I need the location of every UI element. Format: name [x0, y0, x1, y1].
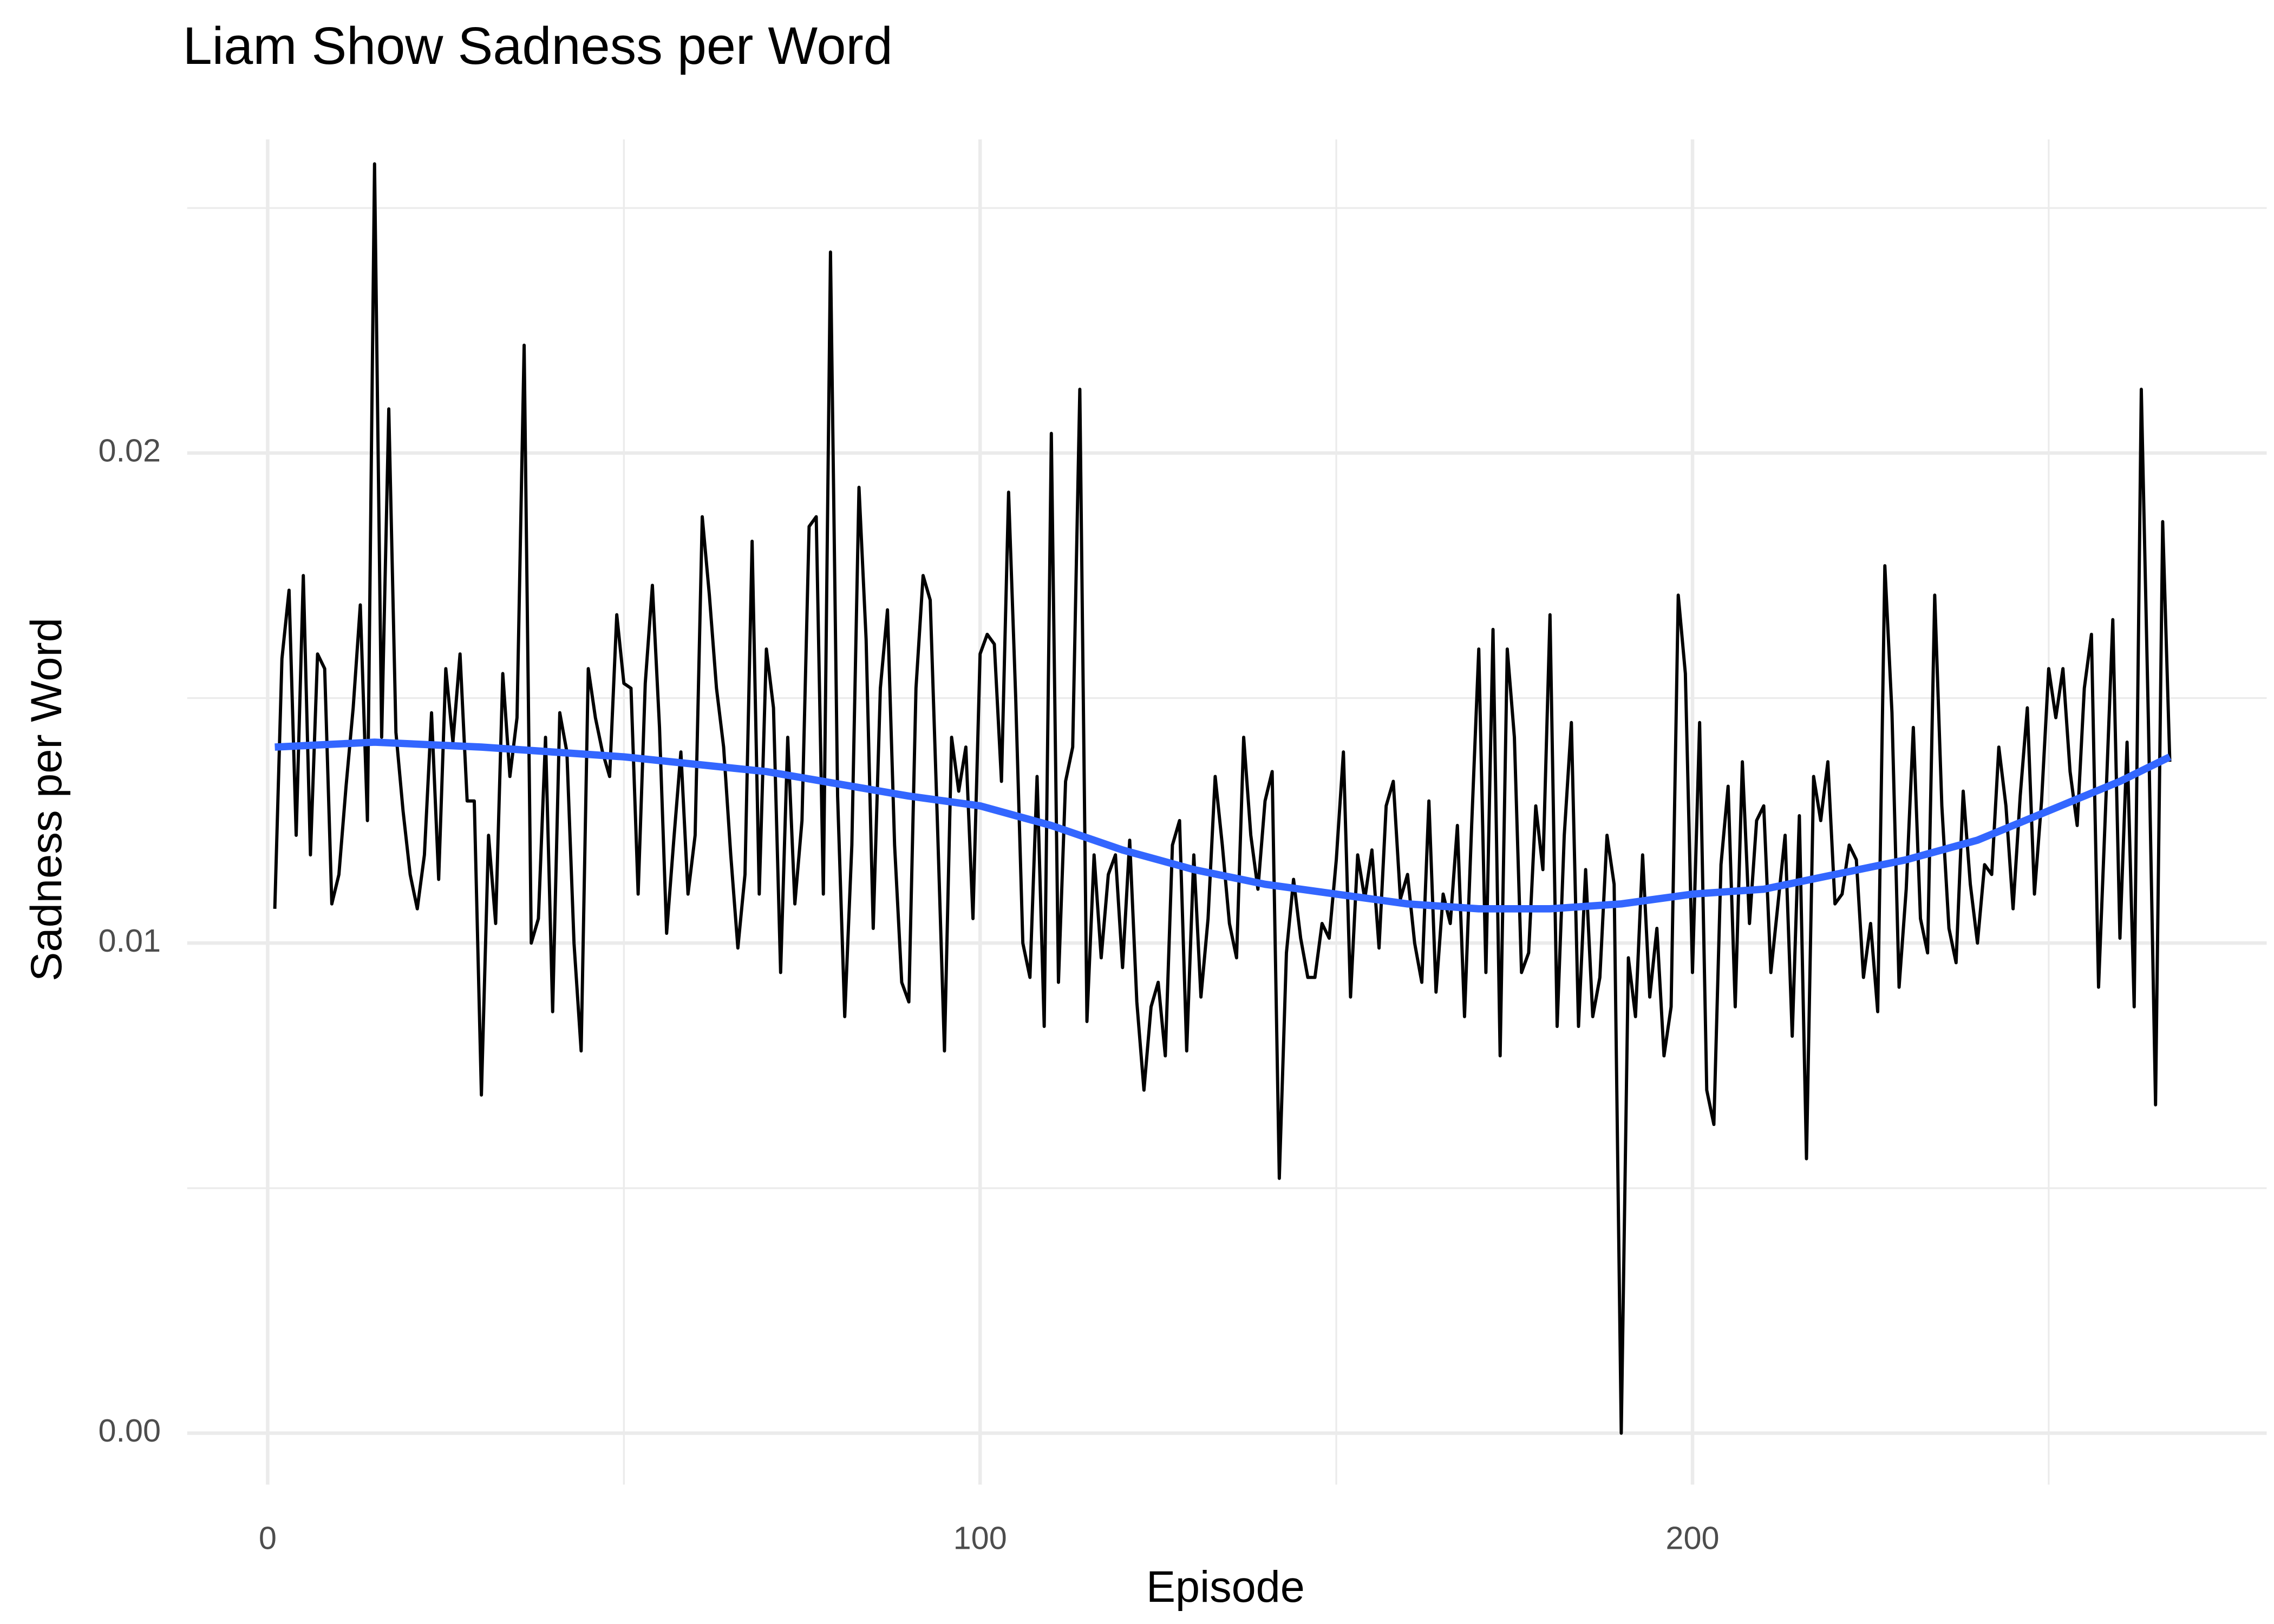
- smooth-line: [275, 738, 2172, 913]
- x-tick-label: 0: [259, 1520, 277, 1556]
- x-axis-label: Episode: [1146, 1563, 1305, 1612]
- x-tick-label: 100: [953, 1520, 1007, 1556]
- y-tick-label: 0.01: [98, 922, 161, 959]
- data-line: [273, 162, 2172, 1435]
- x-tick-label: 200: [1665, 1520, 1719, 1556]
- y-tick-label: 0.02: [98, 433, 161, 469]
- y-tick-label: 0.00: [98, 1412, 161, 1449]
- chart-title: Liam Show Sadness per Word: [183, 16, 893, 75]
- y-axis-label: Sadness per Word: [22, 618, 71, 981]
